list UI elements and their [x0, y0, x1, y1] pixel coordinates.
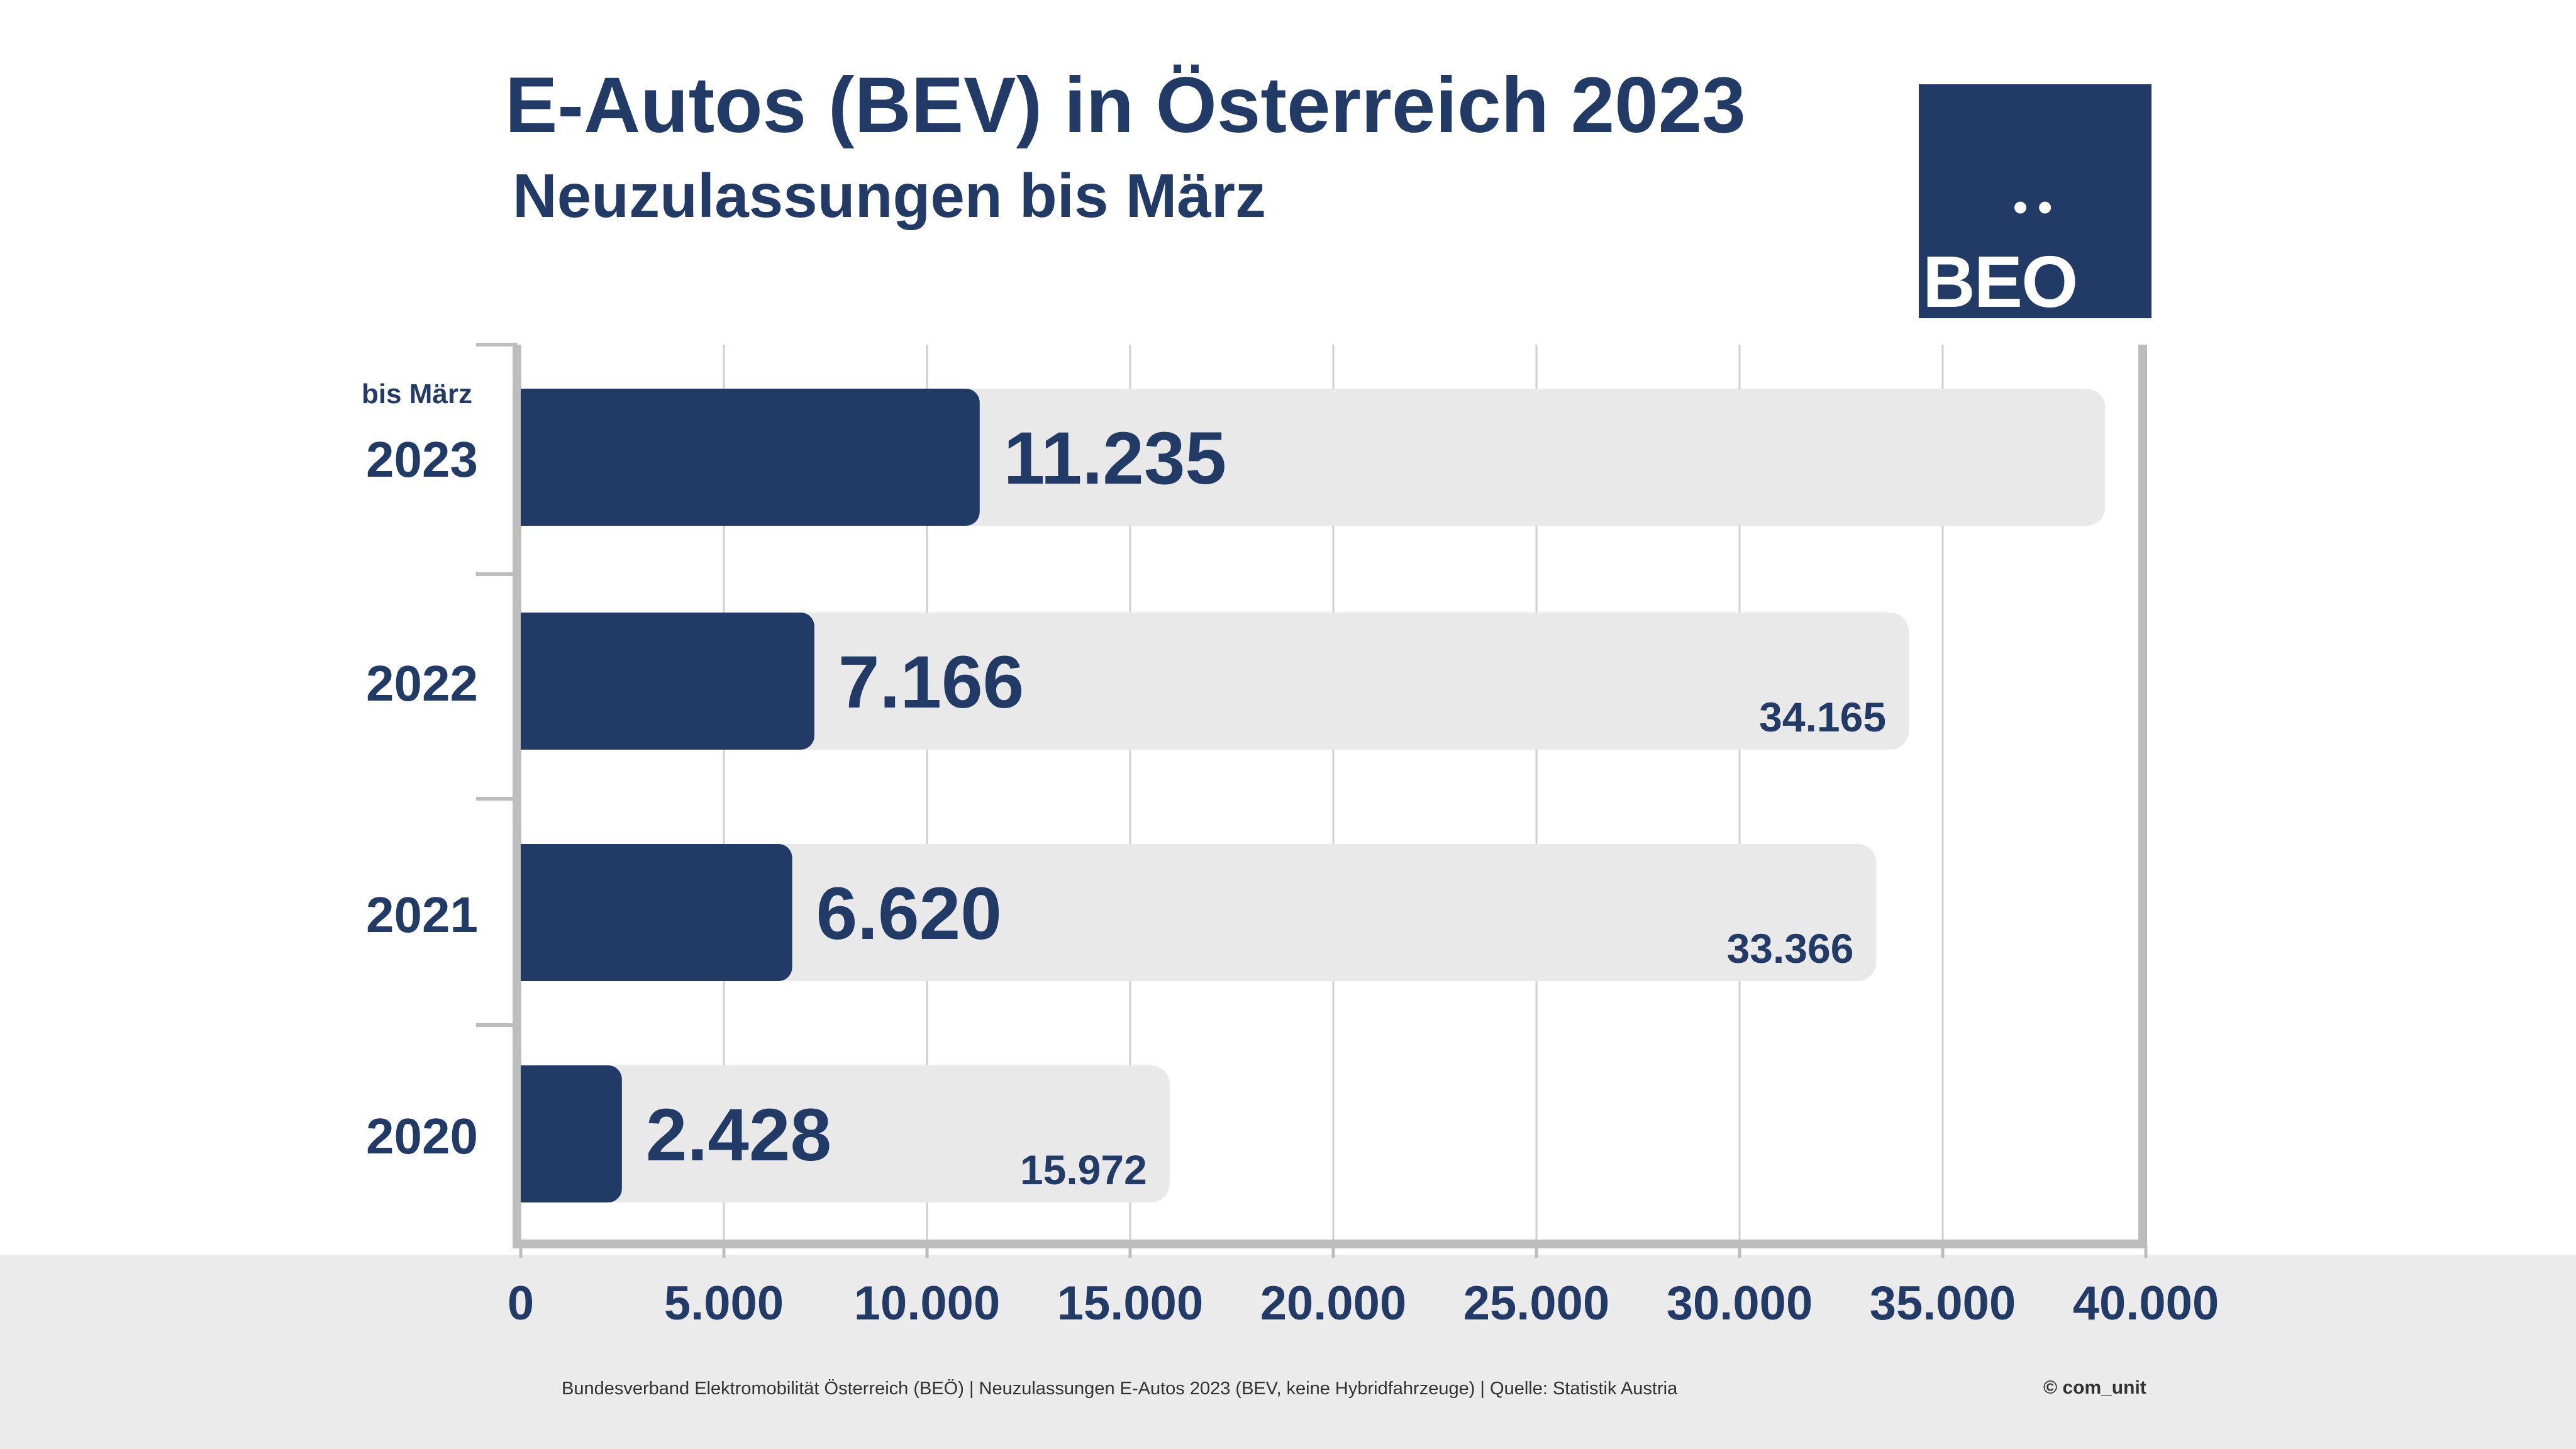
- chart-subtitle: Neuzulassungen bis März: [513, 161, 1267, 230]
- total-bar: [521, 844, 1877, 981]
- footer-band: [0, 1255, 2576, 1449]
- total-label: 15.972: [1020, 1146, 1147, 1193]
- value-label: 11.235: [1004, 417, 1226, 500]
- x-tick-label: 0: [508, 1277, 534, 1330]
- value-label: 2.428: [646, 1094, 831, 1177]
- value-bar: [521, 389, 980, 526]
- chart-title: E-Autos (BEV) in Österreich 2023: [505, 62, 1746, 149]
- x-tick-label: 30.000: [1667, 1277, 1813, 1330]
- total-label: 33.366: [1727, 925, 1854, 972]
- value-bar-edge: [521, 844, 540, 981]
- value-bar: [521, 1065, 622, 1202]
- year-label: 2022: [366, 655, 478, 711]
- x-tick-label: 20.000: [1260, 1277, 1406, 1330]
- logo-text: BEO: [1923, 241, 2078, 323]
- year-label: 2023: [366, 431, 478, 487]
- total-bar: [521, 1065, 1170, 1202]
- total-label: 34.165: [1759, 694, 1886, 740]
- value-bar-edge: [521, 613, 540, 750]
- value-label: 7.166: [838, 641, 1024, 724]
- logo-dots-icon: ••: [2013, 184, 2063, 230]
- year-label: 2020: [366, 1108, 478, 1164]
- x-tick-label: 40.000: [2073, 1277, 2219, 1330]
- beo-logo: •• BEO: [1919, 84, 2151, 318]
- copyright-note: © com_unit: [2043, 1377, 2146, 1398]
- total-bar: [521, 613, 1909, 750]
- year-label: 2021: [366, 887, 478, 943]
- year-note: bis März: [362, 379, 472, 409]
- value-bar-edge: [521, 1065, 540, 1202]
- x-tick-label: 35.000: [1870, 1277, 2016, 1330]
- x-tick-label: 10.000: [854, 1277, 1000, 1330]
- x-tick-label: 25.000: [1463, 1277, 1609, 1330]
- x-tick-label: 5.000: [664, 1277, 784, 1330]
- value-bar: [521, 613, 814, 750]
- source-note: Bundesverband Elektromobilität Österreic…: [562, 1379, 1678, 1399]
- value-label: 6.620: [816, 872, 1002, 955]
- x-tick-label: 15.000: [1057, 1277, 1203, 1330]
- value-bar: [521, 844, 792, 981]
- value-bar-edge: [521, 389, 540, 526]
